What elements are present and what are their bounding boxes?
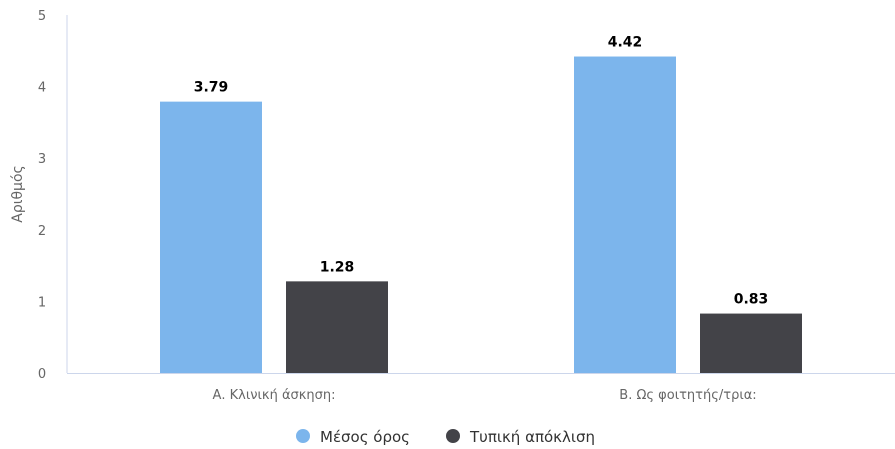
bar[interactable] [286, 281, 388, 373]
legend: Μέσος όρος Τυπική απόκλιση [296, 428, 595, 446]
legend-label: Τυπική απόκλιση [469, 428, 595, 446]
y-tick-label: 1 [38, 295, 46, 310]
y-axis-title: Αριθμός [10, 165, 26, 222]
data-label: 3.79 [194, 80, 229, 96]
data-label: 0.83 [734, 292, 769, 308]
y-tick-label: 0 [38, 367, 46, 382]
x-tick-label: Α. Κλινική άσκηση: [212, 388, 335, 403]
bars [160, 56, 802, 374]
legend-marker [296, 429, 310, 443]
data-labels: 3.79 1.28 4.42 0.83 [194, 35, 769, 308]
y-tick-label: 3 [38, 152, 46, 167]
legend-label: Μέσος όρος [320, 428, 410, 446]
y-tick-label: 4 [38, 81, 46, 96]
data-label: 4.42 [608, 35, 643, 51]
bar[interactable] [700, 313, 802, 373]
data-label: 1.28 [320, 259, 355, 275]
x-tick-label: Β. Ως φοιτητής/τρια: [619, 388, 756, 403]
legend-item[interactable]: Τυπική απόκλιση [446, 428, 595, 446]
y-tick-label: 5 [38, 9, 46, 24]
bar[interactable] [574, 56, 676, 373]
legend-item[interactable]: Μέσος όρος [296, 428, 410, 446]
y-axis-ticks: 0 1 2 3 4 5 [38, 9, 46, 382]
bar[interactable] [160, 101, 262, 374]
x-axis: Α. Κλινική άσκηση: Β. Ως φοιτητής/τρια: [67, 373, 895, 403]
legend-marker [446, 429, 460, 443]
y-tick-label: 2 [38, 224, 46, 239]
